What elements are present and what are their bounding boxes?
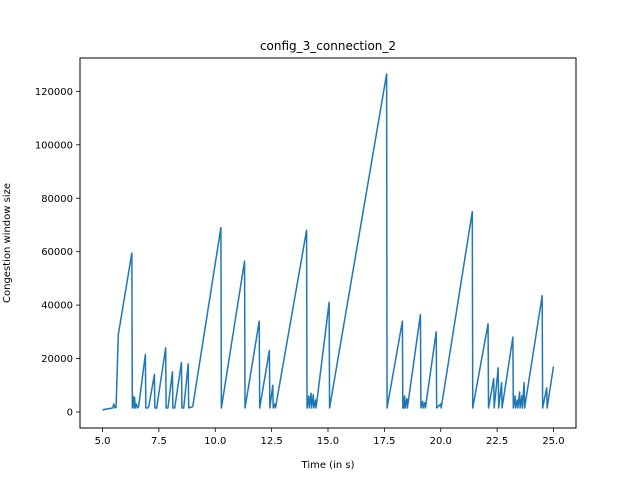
- chart-title: config_3_connection_2: [260, 39, 396, 53]
- series-line: [102, 73, 555, 411]
- x-tick-label: 17.5: [373, 436, 395, 447]
- x-tick-label: 25.0: [542, 436, 564, 447]
- x-axis-label: Time (in s): [301, 460, 355, 471]
- y-tick-label: 100000: [35, 140, 73, 151]
- y-tick-label: 60000: [41, 247, 73, 258]
- y-tick-label: 120000: [35, 87, 73, 98]
- x-tick-label: 22.5: [486, 436, 508, 447]
- plot-area: [102, 73, 555, 411]
- plot-frame: [79, 57, 577, 429]
- x-tick-label: 15.0: [317, 436, 339, 447]
- y-tick-label: 40000: [41, 301, 73, 312]
- x-tick-label: 20.0: [430, 436, 452, 447]
- y-axis-label: Congestion window size: [2, 183, 13, 303]
- x-axis: 5.0 7.5 10.0 12.5 15.0 17.5 20.0 22.5 25.0: [95, 428, 565, 447]
- y-tick-label: 20000: [41, 354, 73, 365]
- x-tick-label: 7.5: [151, 436, 167, 447]
- y-tick-label: 80000: [41, 194, 73, 205]
- x-tick-label: 12.5: [261, 436, 283, 447]
- x-tick-label: 5.0: [95, 436, 111, 447]
- x-tick-label: 10.0: [204, 436, 226, 447]
- y-axis: 0 20000 40000 60000 80000 100000 120000: [35, 87, 80, 418]
- y-tick-label: 0: [67, 407, 73, 418]
